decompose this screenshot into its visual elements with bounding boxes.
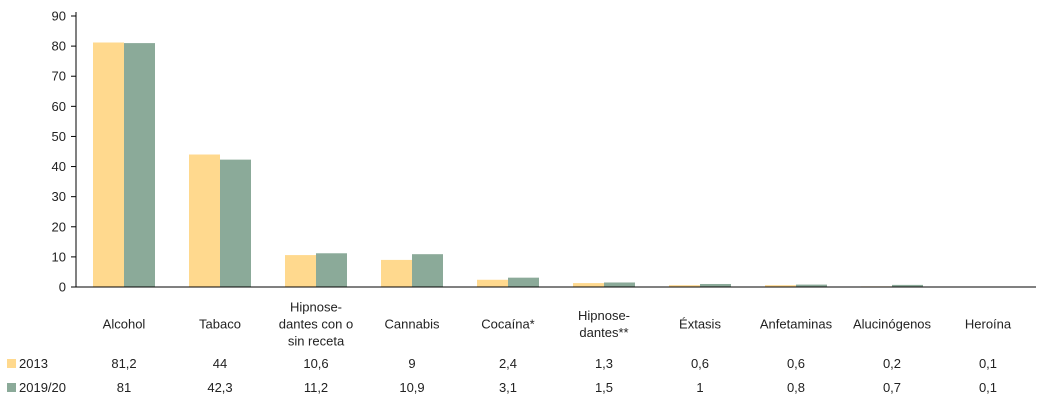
table-value: 0,6 bbox=[691, 356, 709, 371]
bar-2019-20-3 bbox=[412, 254, 443, 287]
table-value: 2,4 bbox=[499, 356, 517, 371]
legend-label: 2013 bbox=[19, 356, 48, 371]
y-tick-label: 50 bbox=[52, 129, 66, 144]
bar-2019-20-8 bbox=[892, 284, 923, 287]
category-label: Heroína bbox=[965, 317, 1012, 332]
table-value: 42,3 bbox=[207, 380, 232, 395]
bar-2019-20-6 bbox=[700, 283, 731, 287]
bar-2013-6 bbox=[669, 285, 700, 287]
bar-2019-20-7 bbox=[796, 284, 827, 287]
table-value: 0,1 bbox=[979, 380, 997, 395]
bar-2013-0 bbox=[93, 42, 124, 288]
table-value: 81 bbox=[117, 380, 131, 395]
table-value: 1,3 bbox=[595, 356, 613, 371]
y-tick-label: 70 bbox=[52, 69, 66, 84]
table-value: 44 bbox=[213, 356, 227, 371]
table-value: 1 bbox=[696, 380, 703, 395]
table-value: 0,7 bbox=[883, 380, 901, 395]
y-tick-label: 60 bbox=[52, 99, 66, 114]
table-value: 11,2 bbox=[304, 380, 328, 395]
category-label: Alucinógenos bbox=[853, 317, 932, 332]
bar-2013-2 bbox=[285, 255, 316, 287]
category-label: Anfetaminas bbox=[760, 317, 833, 332]
table-value: 81,2 bbox=[111, 356, 136, 371]
y-tick-label: 0 bbox=[59, 280, 66, 295]
y-tick-label: 40 bbox=[52, 159, 66, 174]
legend-swatch-2013 bbox=[7, 359, 16, 368]
table-value: 10,6 bbox=[303, 356, 328, 371]
bar-2013-1 bbox=[189, 154, 220, 287]
category-label: dantes con o bbox=[279, 317, 353, 332]
y-tick-label: 30 bbox=[52, 189, 66, 204]
y-tick-label: 10 bbox=[52, 249, 66, 264]
category-label: dantes** bbox=[579, 325, 628, 340]
y-tick-label: 20 bbox=[52, 219, 66, 234]
table-value: 0,2 bbox=[883, 356, 901, 371]
legend-label: 2019/20 bbox=[19, 380, 66, 395]
bar-2019-20-0 bbox=[124, 43, 155, 287]
bar-2019-20-4 bbox=[508, 277, 539, 287]
table-value: 0,8 bbox=[787, 380, 805, 395]
category-label: Cannabis bbox=[385, 317, 440, 332]
category-label: Hipnose- bbox=[578, 308, 630, 323]
category-label: sin receta bbox=[288, 334, 345, 349]
category-label: Tabaco bbox=[199, 317, 241, 332]
y-axis: 0 10 20 30 40 50 60 70 80 90 bbox=[52, 9, 77, 295]
bars bbox=[93, 42, 1019, 288]
category-label: Alcohol bbox=[103, 317, 146, 332]
legend-swatch-2019-20 bbox=[7, 383, 16, 392]
category-label: Éxtasis bbox=[679, 317, 721, 332]
table-value: 9 bbox=[408, 356, 415, 371]
bar-2013-3 bbox=[381, 259, 412, 287]
x-axis: Alcohol Tabaco Hipnose-dantes con o sin rec… bbox=[76, 286, 1036, 349]
table-value: 0,6 bbox=[787, 356, 805, 371]
category-label: Cocaína* bbox=[481, 317, 534, 332]
data-table: 2013 81,2 44 10,6 9 2,4 1,3 0,6 0,6 0,2 0,1 2019/20… bbox=[7, 356, 997, 395]
bar-2013-7 bbox=[765, 285, 796, 287]
table-value: 1,5 bbox=[595, 380, 613, 395]
bar-2013-5 bbox=[573, 283, 604, 287]
y-tick-label: 90 bbox=[52, 9, 66, 24]
bar-2019-20-5 bbox=[604, 282, 635, 287]
category-label: Hipnose- bbox=[290, 300, 342, 315]
y-tick-label: 80 bbox=[52, 39, 66, 54]
bar-2019-20-2 bbox=[316, 253, 347, 287]
bar-2019-20-1 bbox=[220, 159, 251, 287]
table-value: 0,1 bbox=[979, 356, 997, 371]
table-value: 3,1 bbox=[499, 380, 517, 395]
table-value: 10,9 bbox=[399, 380, 424, 395]
bar-2013-4 bbox=[477, 279, 508, 287]
